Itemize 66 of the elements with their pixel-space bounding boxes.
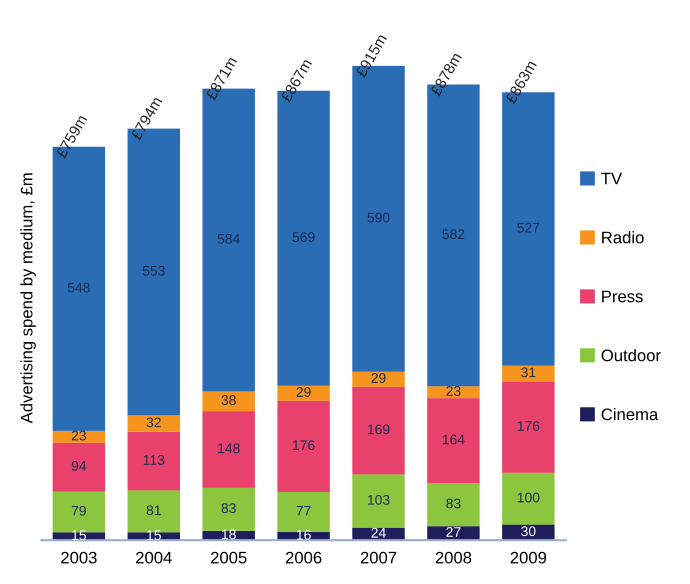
bar — [502, 472, 555, 525]
bar — [427, 398, 480, 484]
data-label: 553 — [142, 266, 165, 276]
bar — [352, 474, 405, 528]
bar — [502, 365, 555, 382]
bar — [202, 411, 255, 488]
y-axis-title: Advertising spend by medium, £m — [20, 173, 36, 424]
data-label: 548 — [68, 282, 90, 292]
x-tick-label: 2007 — [360, 552, 396, 564]
data-label: 169 — [368, 424, 390, 434]
data-label: 24 — [371, 528, 386, 538]
data-label: 94 — [72, 460, 86, 471]
data-label: 15 — [72, 530, 86, 540]
data-label: 582 — [442, 229, 464, 240]
data-label: 29 — [296, 387, 311, 397]
data-label: 23 — [72, 430, 86, 441]
bar — [352, 372, 405, 387]
data-label: 77 — [296, 506, 311, 516]
x-tick-label: 2006 — [286, 552, 322, 564]
x-tick-label: 2003 — [61, 552, 97, 564]
data-label: 79 — [72, 506, 86, 516]
data-label: 590 — [367, 212, 390, 223]
x-tick-label: 2008 — [436, 552, 472, 564]
data-label: 100 — [518, 492, 540, 502]
data-label: 569 — [292, 232, 315, 242]
x-tick-label: 2009 — [510, 552, 546, 564]
data-label: 176 — [518, 421, 540, 431]
legend-label: Radio — [602, 231, 644, 244]
bar — [202, 488, 255, 531]
data-label: 27 — [446, 527, 460, 537]
data-label: 584 — [218, 234, 240, 244]
x-tick-label: 2005 — [210, 552, 247, 564]
legend-label: Press — [602, 290, 643, 302]
data-label: 30 — [521, 526, 536, 536]
legend-label: Outdoor — [602, 349, 661, 362]
data-label: 527 — [517, 222, 540, 233]
bar — [427, 483, 480, 526]
bar — [277, 492, 330, 532]
bar — [128, 415, 180, 432]
data-label: 176 — [293, 440, 315, 450]
bar — [277, 386, 330, 401]
data-label: 113 — [144, 455, 164, 465]
bar — [277, 400, 330, 492]
data-label: 29 — [371, 373, 386, 383]
legend-label: Cinema — [602, 408, 658, 420]
bar — [427, 386, 480, 398]
data-label: 16 — [296, 530, 311, 540]
data-label: 23 — [446, 386, 461, 396]
bar — [128, 432, 180, 490]
bar — [502, 382, 555, 473]
data-label: 83 — [446, 498, 461, 508]
bar — [352, 386, 405, 474]
data-label: 32 — [146, 417, 161, 428]
data-label: 164 — [442, 434, 465, 444]
legend-label: TV — [601, 172, 622, 184]
bar — [52, 442, 106, 492]
data-label: 18 — [222, 529, 236, 540]
data-label: 148 — [218, 443, 240, 454]
data-label: 38 — [221, 395, 236, 405]
bar — [202, 391, 255, 412]
data-label: 103 — [368, 494, 390, 505]
data-label: 83 — [222, 503, 236, 514]
x-tick-label: 2004 — [136, 552, 172, 564]
data-label: 15 — [147, 530, 161, 540]
data-label: 81 — [146, 505, 161, 516]
data-label: 31 — [521, 367, 536, 378]
